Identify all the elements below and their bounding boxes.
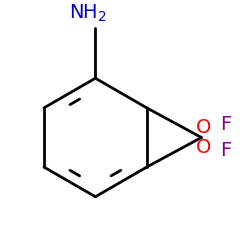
Text: NH$_2$: NH$_2$ xyxy=(69,3,107,24)
Text: F: F xyxy=(220,115,231,134)
Text: O: O xyxy=(196,118,211,137)
Text: O: O xyxy=(196,138,211,157)
Text: F: F xyxy=(220,141,231,160)
